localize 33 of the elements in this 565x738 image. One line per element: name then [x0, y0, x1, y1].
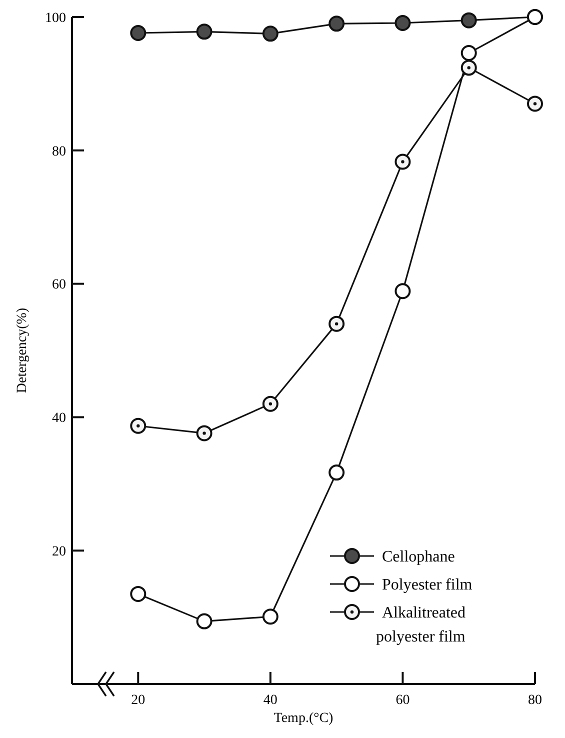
y-tick-label: 40 — [52, 411, 66, 426]
point — [196, 425, 212, 442]
y-tick-label: 100 — [45, 10, 66, 26]
point — [460, 45, 477, 62]
point — [394, 154, 411, 170]
point — [394, 15, 411, 32]
point — [328, 464, 345, 481]
point — [460, 60, 477, 76]
point — [328, 316, 345, 332]
point — [130, 418, 146, 434]
point — [262, 608, 278, 625]
point — [527, 96, 543, 112]
x-axis-title: Temp.(°C) — [274, 711, 334, 726]
point — [130, 25, 146, 42]
point — [130, 586, 146, 602]
point — [460, 12, 477, 28]
point — [196, 613, 212, 630]
x-tick-label: 80 — [528, 693, 542, 708]
x-tick-label: 60 — [396, 693, 410, 708]
legend-label: Polyester film — [382, 576, 473, 594]
x-tick-label: 20 — [131, 693, 146, 708]
y-tick-label: 80 — [52, 144, 66, 160]
y-axis-title: Detergency(%) — [15, 308, 30, 394]
point — [394, 283, 411, 300]
y-tick-label: 60 — [52, 278, 66, 293]
point — [328, 16, 345, 32]
legend-label: Cellophane — [382, 548, 455, 566]
y-tick-label: 20 — [52, 544, 66, 560]
legend-label: Alkalitreated polyester film — [376, 604, 466, 646]
x-tick-label: 40 — [263, 693, 278, 708]
point — [262, 396, 278, 412]
point — [262, 26, 278, 42]
point — [196, 24, 212, 40]
